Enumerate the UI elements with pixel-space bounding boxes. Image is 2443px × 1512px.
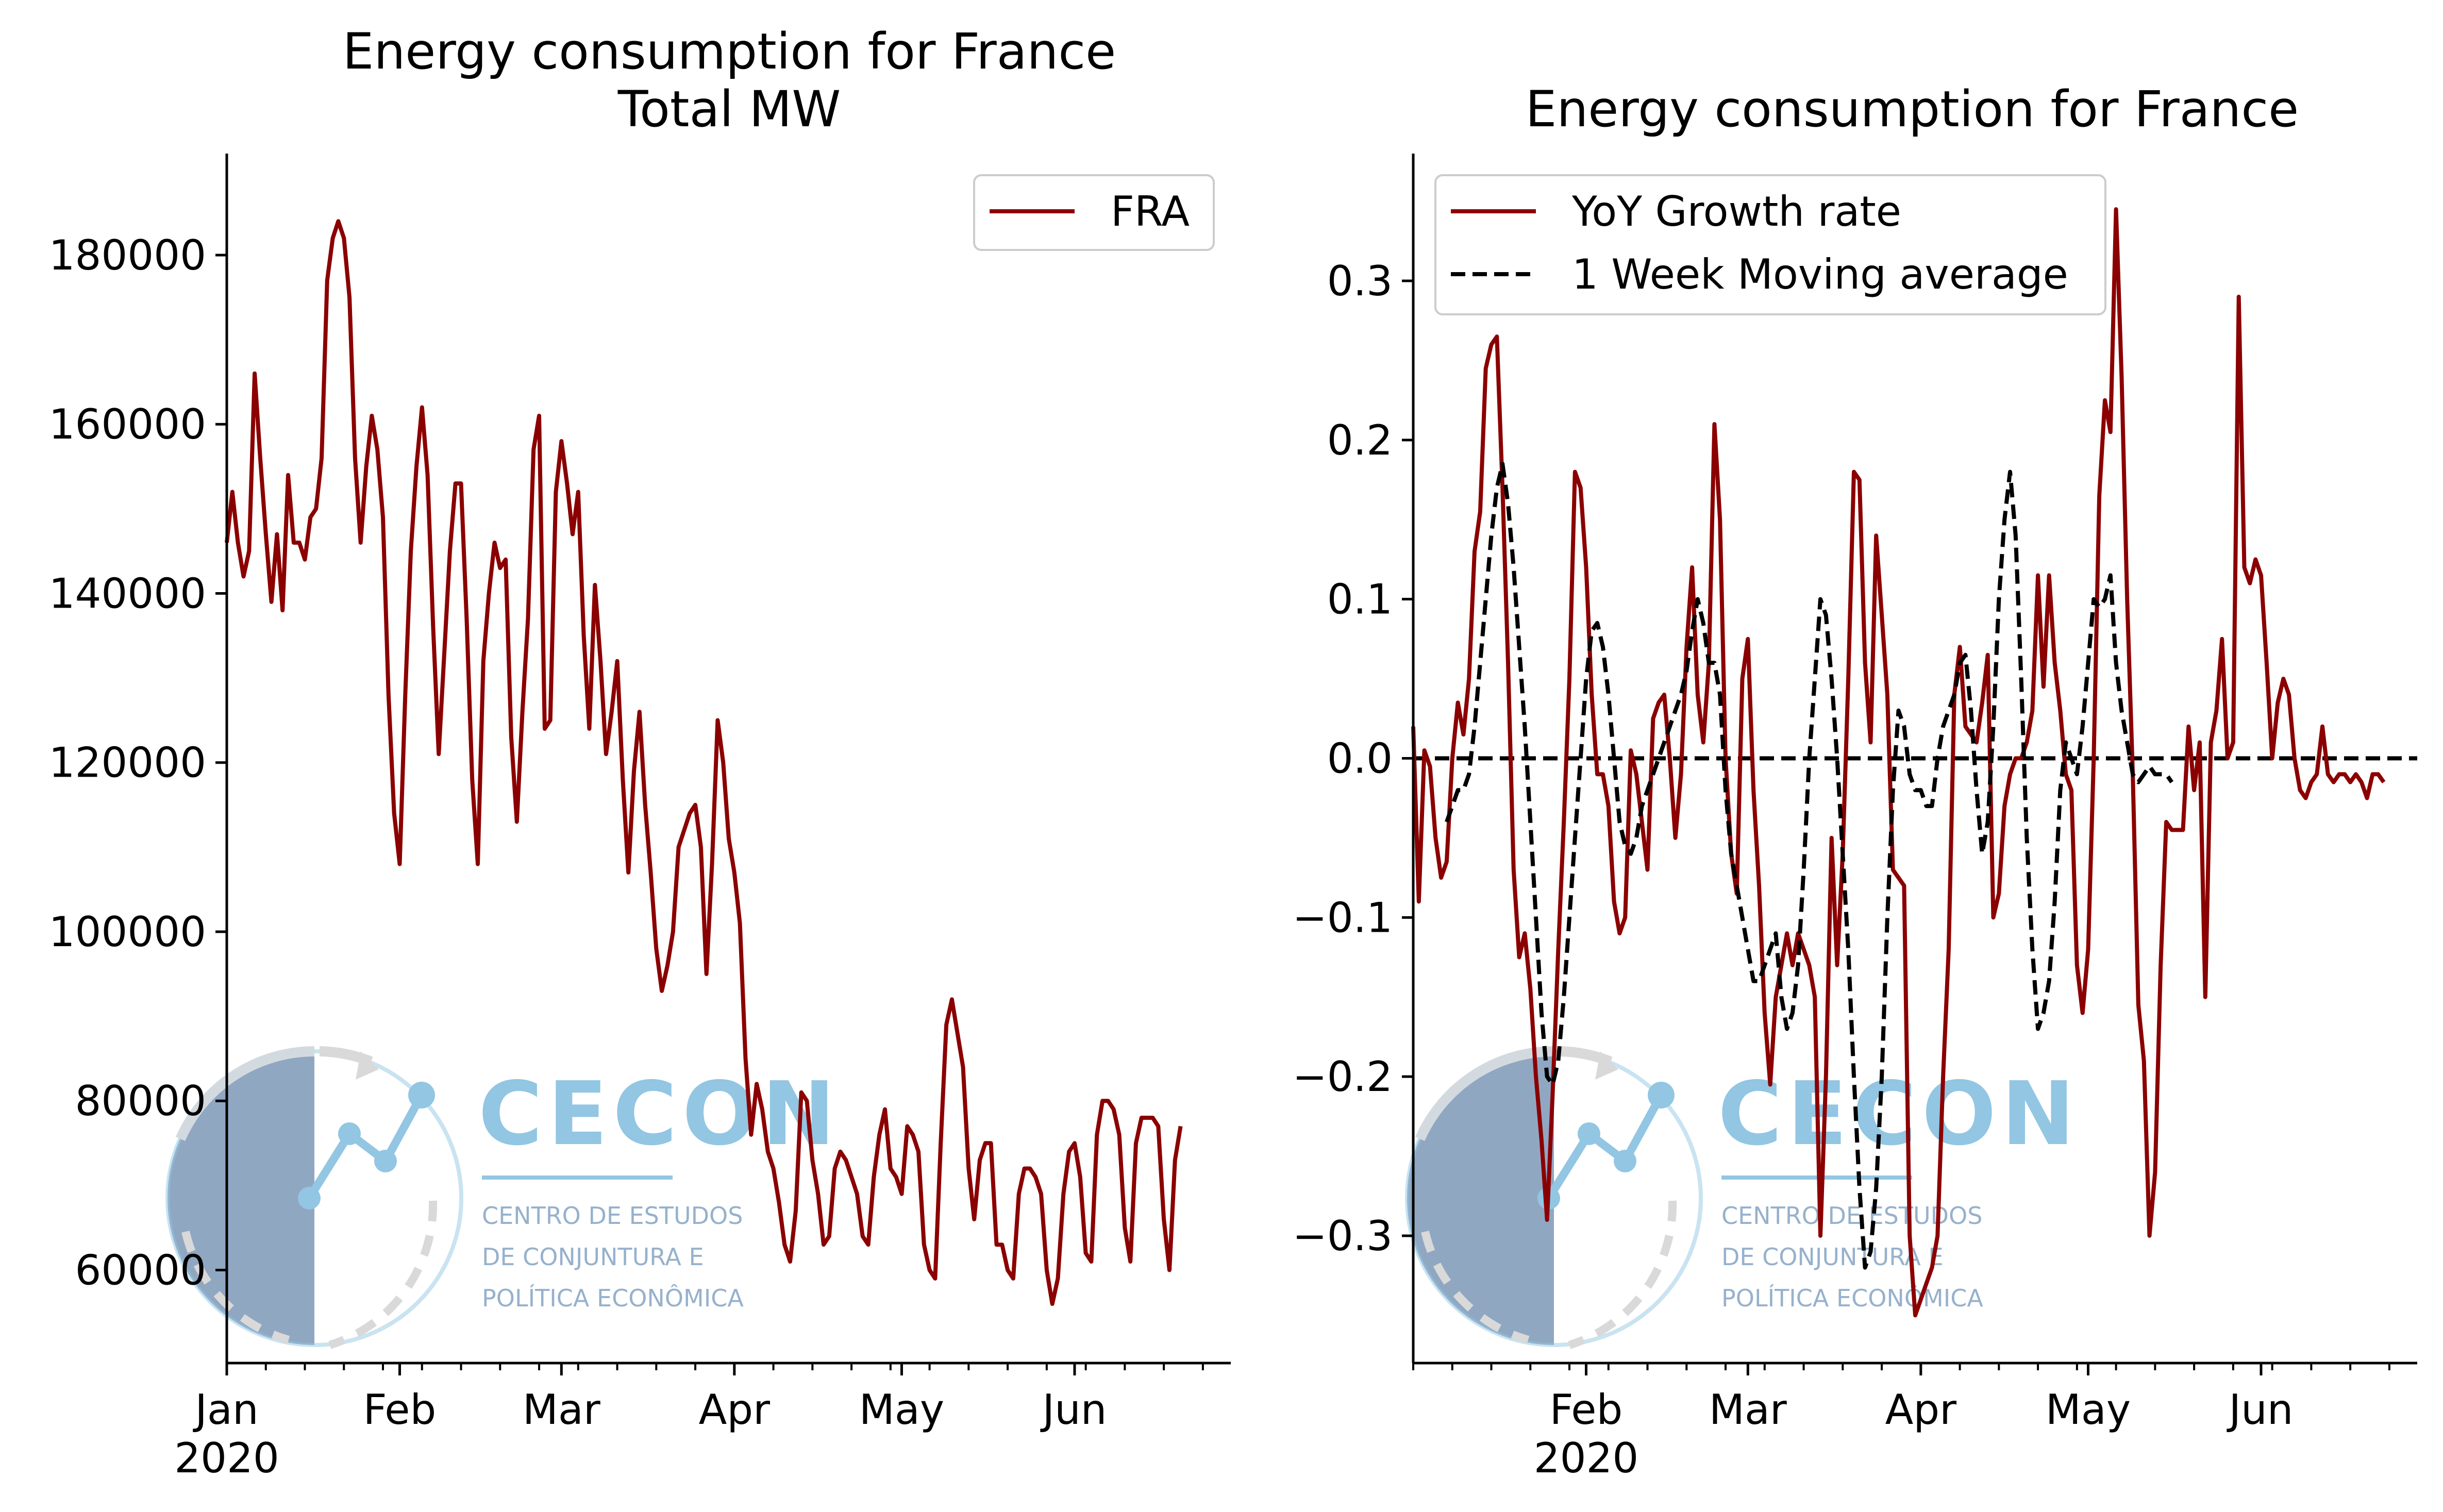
right-ytick-label: 0.1 (1327, 576, 1393, 624)
left-series-fra (225, 219, 1183, 1306)
right-ytick-label: 0.3 (1327, 257, 1393, 305)
logo-line2: DE CONJUNTURA E (482, 1243, 704, 1271)
right-xtick-year: 2020 (1534, 1434, 1639, 1482)
right-legend-ma: 1 Week Moving average (1572, 250, 2068, 298)
logo-line3: POLÍTICA ECONÔMICA (482, 1284, 744, 1312)
left-ytick-label: 160000 (49, 400, 206, 448)
logo-line2-right: DE CONJUNTURA E (1721, 1243, 1944, 1271)
left-ytick-label: 80000 (75, 1077, 207, 1125)
right-xtick-label: Mar (1709, 1386, 1787, 1434)
left-ytick-label: 140000 (49, 569, 206, 617)
right-xtick-label: May (2046, 1386, 2131, 1434)
right-chart-title: Energy consumption for France (1526, 80, 2299, 138)
left-legend-fra: FRA (1111, 188, 1190, 236)
left-xtick-label: Jan (192, 1386, 258, 1434)
left-ytick-label: 120000 (49, 739, 206, 787)
logo-line3-right: POLÍTICA ECONÔMICA (1721, 1284, 1983, 1312)
left-chart-title-line1: Energy consumption for France (343, 23, 1116, 80)
right-xtick-label: Feb (1550, 1386, 1623, 1434)
left-xtick-label: May (859, 1386, 944, 1434)
left-xtick-label: Jun (1040, 1386, 1107, 1434)
left-xtick-year: 2020 (174, 1434, 279, 1482)
logo-line1: CENTRO DE ESTUDOS (482, 1202, 743, 1230)
left-xtick-label: Feb (363, 1386, 437, 1434)
right-xtick-label: Apr (1885, 1386, 1957, 1434)
right-legend-yoy: YoY Growth rate (1571, 188, 1901, 236)
right-ytick-label: 0.2 (1327, 416, 1393, 464)
logo-line1-right: CENTRO DE ESTUDOS (1721, 1202, 1982, 1230)
left-chart: Energy consumption for France Total MW C… (49, 23, 1231, 1482)
right-series-1-week-moving-average (1445, 462, 2174, 1270)
left-ytick-label: 180000 (49, 231, 206, 279)
right-chart: Energy consumption for France CECON CENT… (1293, 80, 2417, 1482)
left-xtick-label: Apr (699, 1386, 771, 1434)
right-ytick-label: −0.2 (1293, 1053, 1393, 1101)
left-ytick-label: 60000 (75, 1246, 207, 1294)
logo-name: CECON (478, 1063, 840, 1165)
left-ytick-label: 100000 (49, 908, 206, 956)
left-legend: FRA (973, 174, 1215, 251)
logo-name-right: CECON (1718, 1063, 2080, 1165)
right-legend: YoY Growth rate 1 Week Moving average (1434, 174, 2106, 315)
right-series-yoy-growth-rate (1411, 207, 2386, 1318)
right-ytick-label: −0.1 (1293, 894, 1393, 942)
cecon-logo-watermark: CECON CENTRO DE ESTUDOS DE CONJUNTURA E … (165, 1046, 840, 1349)
right-ytick-label: −0.3 (1293, 1212, 1393, 1260)
right-ytick-label: 0.0 (1327, 735, 1393, 783)
left-xtick-label: Mar (523, 1386, 600, 1434)
left-chart-title-line2: Total MW (617, 80, 841, 138)
right-xtick-label: Jun (2226, 1386, 2293, 1434)
